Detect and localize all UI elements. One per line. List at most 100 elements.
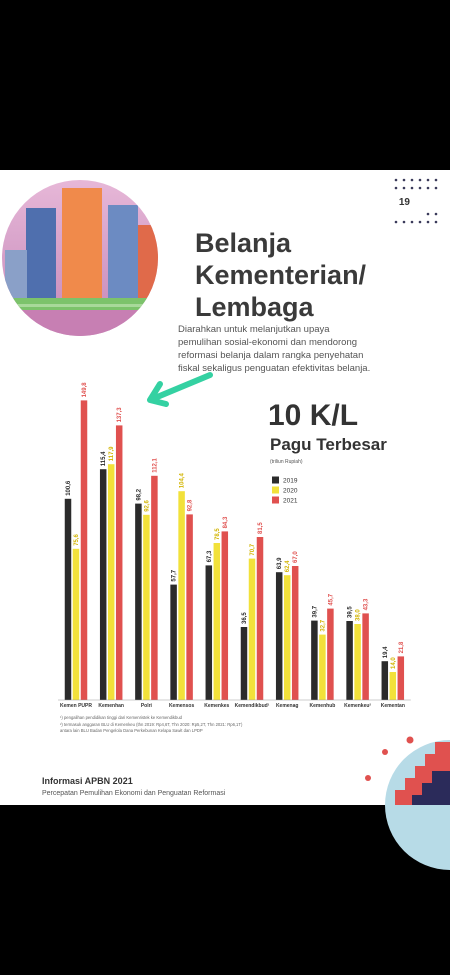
value-label: 117,9 <box>109 446 115 461</box>
dot <box>394 178 398 182</box>
bar <box>327 608 334 700</box>
bar <box>354 624 361 700</box>
footnote: ²) termasuk anggaran BLU di Kemenkeu (th… <box>60 722 243 727</box>
bar <box>291 566 299 700</box>
value-label: 57,7 <box>172 569 178 581</box>
bar <box>80 400 88 700</box>
legend-label: 2019 <box>283 478 298 485</box>
bar <box>135 503 142 700</box>
legend-swatch <box>272 476 279 484</box>
dot <box>434 212 438 216</box>
value-label: 14,0 <box>391 657 397 669</box>
bar <box>186 514 193 700</box>
bar <box>99 469 107 700</box>
dot <box>394 220 398 224</box>
bar <box>389 672 397 700</box>
dot <box>410 178 414 182</box>
dot <box>434 186 438 190</box>
value-label: 100,6 <box>66 480 72 496</box>
x-tick-label: Kemenhub <box>309 703 335 709</box>
value-label: 39,7 <box>312 605 318 617</box>
bar <box>213 543 221 700</box>
bar <box>115 425 123 700</box>
arrow <box>147 372 213 407</box>
bar <box>256 537 264 700</box>
description: pemulihan sosial-ekonomi dan mendorong <box>178 337 357 348</box>
bar <box>397 656 405 700</box>
bar <box>283 575 291 700</box>
bar <box>240 627 248 700</box>
title: Belanja <box>195 228 292 258</box>
value-label: 149,8 <box>82 382 88 398</box>
chart-title: 10 K/L <box>268 399 358 432</box>
bar <box>205 565 213 700</box>
dot <box>434 220 438 224</box>
bar <box>275 572 283 700</box>
value-label: 98,2 <box>136 488 142 500</box>
value-label: 92,8 <box>188 499 194 511</box>
footer-title: Informasi APBN 2021 <box>42 776 133 786</box>
value-label: 38,0 <box>356 609 362 621</box>
footer-subtitle: Percepatan Pemulihan Ekonomi dan Penguat… <box>42 790 226 797</box>
bar <box>107 464 115 700</box>
value-label: 36,5 <box>242 612 248 624</box>
bar <box>311 620 318 700</box>
bar <box>143 514 150 700</box>
title: Lembaga <box>195 292 315 322</box>
value-label: 137,3 <box>117 407 123 423</box>
footnote: antara lain BLU Badan Pengelola Dana Per… <box>60 728 203 733</box>
value-label: 63,9 <box>277 557 283 569</box>
value-label: 39,5 <box>348 606 354 618</box>
dot-pattern <box>394 178 438 224</box>
dot <box>410 220 414 224</box>
value-label: 78,5 <box>215 528 221 540</box>
legend-label: 2020 <box>283 488 298 495</box>
value-label: 21,8 <box>399 641 405 653</box>
value-label: 62,4 <box>285 560 291 572</box>
value-label: 112,1 <box>152 457 158 472</box>
value-label: 19,4 <box>383 646 389 658</box>
legend-label: 2021 <box>283 498 298 505</box>
dot <box>418 178 422 182</box>
dot <box>426 220 430 224</box>
bar <box>178 491 185 700</box>
value-label: 75,6 <box>74 533 80 545</box>
dot <box>410 186 414 190</box>
x-tick-label: Kemendikbud¹ <box>235 703 270 709</box>
legend-swatch <box>272 486 279 494</box>
value-label: 45,7 <box>328 593 334 605</box>
illustration <box>2 180 158 336</box>
bar <box>381 661 389 700</box>
description: reformasi belanja dalam rangka penyehata… <box>178 350 363 361</box>
dot <box>426 178 430 182</box>
x-tick-label: Kemenkes <box>204 703 229 709</box>
bar <box>170 584 177 700</box>
x-tick-label: Kemenag <box>276 703 299 709</box>
bar <box>248 558 256 700</box>
description: Diarahkan untuk melanjutkan upaya <box>178 324 330 335</box>
dot <box>418 186 422 190</box>
value-label: 84,3 <box>223 516 229 528</box>
value-label: 92,6 <box>144 499 150 511</box>
x-tick-label: Kemenkeu² <box>344 703 371 709</box>
x-tick-label: Kemenhan <box>98 703 124 709</box>
dot <box>402 178 406 182</box>
dot <box>402 186 406 190</box>
x-tick-label: Kemensos <box>169 703 195 709</box>
bar <box>221 531 229 700</box>
page-number: 19 <box>399 197 411 208</box>
x-tick-label: Polri <box>141 703 153 709</box>
value-label: 67,3 <box>207 550 213 562</box>
value-label: 32,7 <box>320 619 326 631</box>
value-label: 81,5 <box>258 522 264 534</box>
dot <box>426 186 430 190</box>
bar-chart: Kemen PUPR 100,6 75,6 149,8 Kemenhan 115,4 117… <box>58 382 411 709</box>
corner-decoration <box>365 736 450 870</box>
x-tick-label: Kemen PUPR <box>60 703 92 709</box>
dot <box>426 212 430 216</box>
bar <box>362 613 369 700</box>
bar <box>72 548 80 700</box>
bar <box>64 498 72 700</box>
dot <box>418 220 422 224</box>
value-label: 70,7 <box>250 543 256 555</box>
